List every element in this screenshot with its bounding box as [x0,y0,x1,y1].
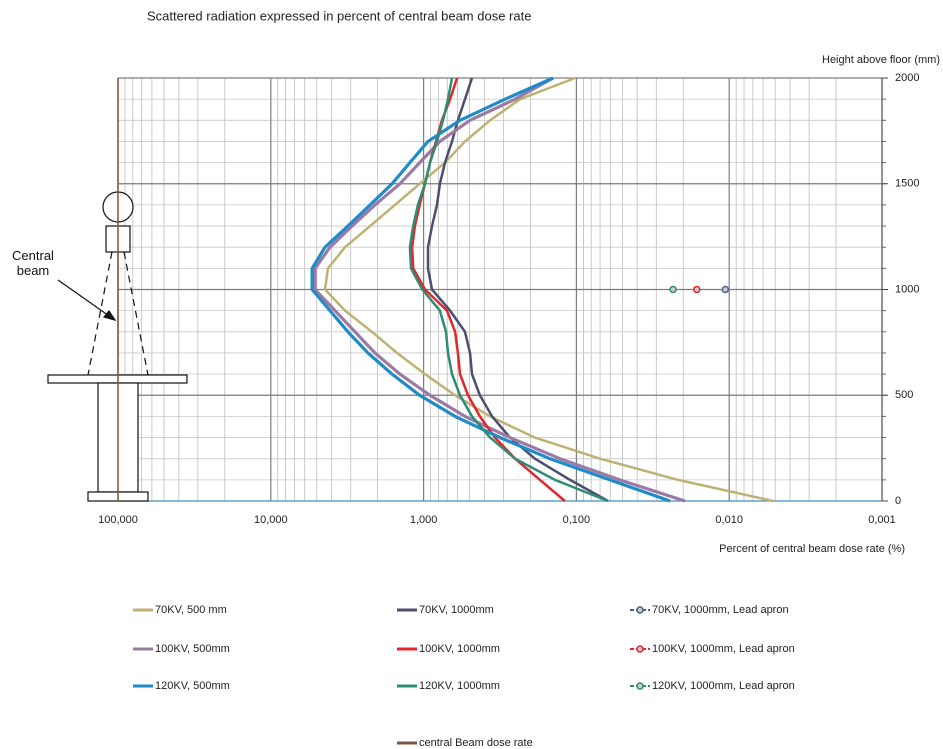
legend-marker [636,645,644,653]
legend-item: 120KV, 1000mm, Lead apron [630,680,795,692]
legend-marker [636,606,644,614]
x-tick-label: 0,010 [715,514,743,526]
legend-label: 100KV, 1000mm, Lead apron [652,643,795,655]
series-line [408,77,609,503]
legend-label: 100KV, 500mm [155,643,230,655]
legend-label: 70KV, 500 mm [155,604,227,616]
y-axis-label: Height above floor (mm) [822,54,940,66]
legend-item: 100KV, 500mm [133,643,230,655]
x-tick-label: 100,000 [98,514,138,526]
legend-item: 70KV, 1000mm [397,604,494,616]
legend-item: 120KV, 1000mm [397,680,500,692]
x-tick-label: 1,000 [410,514,438,526]
legend-item: 100KV, 1000mm [397,643,500,655]
beam-edge [87,251,113,376]
legend-label: 70KV, 1000mm, Lead apron [652,604,789,616]
chart-title: Scattered radiation expressed in percent… [147,8,531,23]
marker [721,285,730,294]
legend-marker [636,682,644,690]
y-tick-label: 1500 [895,178,919,190]
marker [693,285,701,294]
x-tick-label: 0,100 [563,514,591,526]
y-tick-label: 2000 [895,72,919,84]
y-tick-label: 500 [895,389,913,401]
arrow-head [102,309,117,322]
legend-label: central Beam dose rate [419,737,533,749]
annotation: Central beam [12,248,54,278]
legend-item: 120KV, 500mm [133,680,230,692]
legend-label: 120KV, 1000mm, Lead apron [652,680,795,692]
x-tick-label: 0,001 [868,514,896,526]
series-line [323,76,774,503]
x-tick-label: 10,000 [254,514,288,526]
legend-label: 120KV, 500mm [155,680,230,692]
y-tick-label: 0 [895,495,901,507]
legend-label: 120KV, 1000mm [419,680,500,692]
legend-item: 70KV, 1000mm, Lead apron [630,604,789,616]
legend-item: 100KV, 1000mm, Lead apron [630,643,795,655]
legend-label: 100KV, 1000mm [419,643,500,655]
x-axis-label: Percent of central beam dose rate (%) [719,543,905,555]
legend-label: 70KV, 1000mm [419,604,494,616]
series-line [426,77,609,503]
y-tick-label: 1000 [895,283,919,295]
legend-item: 70KV, 500 mm [133,604,227,616]
annotation-arrow [57,279,113,319]
legend-item: central Beam dose rate [397,737,533,749]
marker [669,285,677,294]
beam-edge [123,251,149,376]
